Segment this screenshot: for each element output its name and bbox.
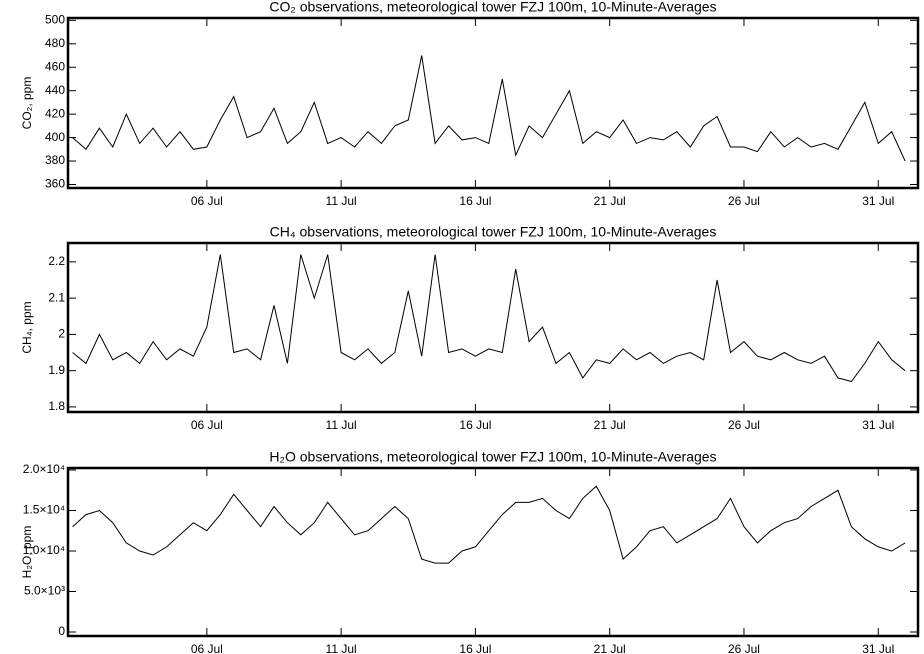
y-tick-label: 5.0×10³ [24, 584, 65, 598]
y-tick-label: 380 [45, 153, 65, 167]
x-tick-label: 21 Jul [594, 418, 626, 432]
y-tick-label: 460 [45, 59, 65, 73]
x-tick-label: 26 Jul [728, 642, 760, 654]
x-tick-label: 06 Jul [191, 642, 223, 654]
y-tick-label: 1.0×10⁴ [23, 543, 65, 557]
plot-frame [66, 241, 920, 414]
x-tick-label: 16 Jul [459, 642, 491, 654]
x-tick-label: 11 Jul [326, 418, 357, 432]
x-tick-label: 16 Jul [459, 194, 491, 208]
y-tick-label: 360 [45, 177, 65, 191]
data-line [72, 254, 906, 383]
y-tick-label: 2.0×10⁴ [23, 462, 65, 476]
chart-title: CO₂ observations, meteorological tower F… [269, 0, 716, 15]
y-tick-label: 400 [45, 130, 65, 144]
plot-frame [66, 16, 920, 190]
y-tick-label: 420 [45, 106, 65, 120]
x-tick-label: 21 Jul [594, 194, 626, 208]
y-tick-label: 440 [45, 83, 65, 97]
y-tick-label: 2.1 [48, 290, 65, 304]
y-tick-label: 1.5×10⁴ [23, 503, 65, 517]
x-tick-label: 16 Jul [459, 418, 491, 432]
y-tick-label: 1.9 [48, 363, 65, 377]
data-line [72, 485, 906, 564]
x-tick-label: 11 Jul [326, 642, 357, 654]
x-tick-label: 31 Jul [862, 194, 894, 208]
data-line [72, 55, 906, 162]
y-axis-label: CH₄, ppm [20, 301, 34, 353]
y-tick-label: 2 [58, 327, 65, 341]
x-tick-label: 26 Jul [728, 418, 760, 432]
y-tick-label: 480 [45, 36, 65, 50]
x-tick-label: 06 Jul [191, 194, 223, 208]
y-tick-label: 1.8 [48, 399, 65, 413]
x-tick-label: 31 Jul [862, 418, 894, 432]
y-tick-label: 500 [45, 13, 65, 27]
chart-title: CH₄ observations, meteorological tower F… [270, 224, 717, 240]
x-tick-label: 31 Jul [862, 642, 894, 654]
chart-title: H₂O observations, meteorological tower F… [269, 449, 716, 465]
y-axis-label: H₂O, ppm [20, 526, 34, 579]
x-tick-label: 06 Jul [191, 418, 223, 432]
plot-frame [66, 466, 920, 638]
x-tick-label: 26 Jul [728, 194, 760, 208]
y-tick-label: 0 [58, 624, 65, 638]
y-axis-label: CO₂, ppm [20, 77, 34, 130]
x-tick-label: 21 Jul [594, 642, 626, 654]
y-tick-label: 2.2 [48, 254, 65, 268]
x-tick-label: 11 Jul [326, 194, 357, 208]
